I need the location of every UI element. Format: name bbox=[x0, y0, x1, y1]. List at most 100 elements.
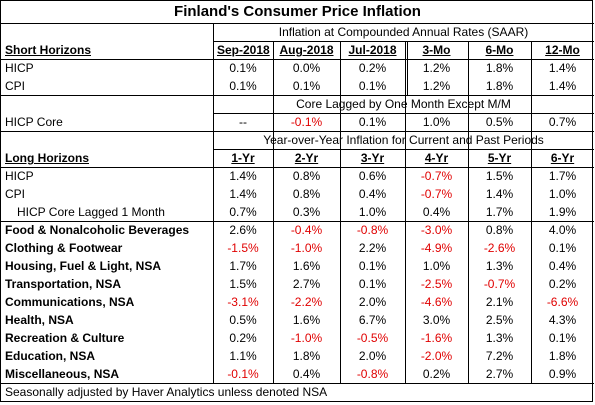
cell: 0.4% bbox=[292, 367, 321, 381]
cell: 0.4% bbox=[422, 205, 451, 219]
column-header: 6-Mo bbox=[485, 43, 514, 57]
cell: 2.6% bbox=[229, 223, 257, 237]
cell: 1.6% bbox=[292, 313, 321, 327]
cell: 1.7% bbox=[485, 205, 514, 219]
row-label: HICP Core bbox=[5, 115, 63, 129]
row-label: Health, NSA bbox=[5, 313, 74, 327]
row-border bbox=[1, 23, 594, 24]
cell: 1.1% bbox=[229, 349, 257, 363]
row-label: Miscellaneous, NSA bbox=[5, 367, 120, 381]
cell: -0.8% bbox=[356, 223, 389, 237]
cell: 2.5% bbox=[485, 313, 514, 327]
column-header: 1-Yr bbox=[231, 151, 255, 165]
cell: 1.5% bbox=[229, 277, 257, 291]
column-header: 12-Mo bbox=[545, 43, 580, 57]
section-heading: Short Horizons bbox=[5, 43, 91, 57]
row-border bbox=[213, 113, 594, 114]
cell: -2.5% bbox=[420, 277, 453, 291]
cell: 0.4% bbox=[548, 259, 577, 273]
cell: 1.8% bbox=[485, 79, 514, 93]
row-border bbox=[1, 383, 594, 384]
section-subtitle: Year-over-Year Inflation for Current and… bbox=[263, 133, 544, 147]
row-border bbox=[213, 149, 594, 150]
cell: -0.7% bbox=[483, 277, 516, 291]
cell: 4.3% bbox=[548, 313, 577, 327]
cell: 0.1% bbox=[548, 331, 577, 345]
column-border bbox=[340, 41, 341, 383]
row-border bbox=[1, 131, 594, 132]
core-note: Core Lagged by One Month Except M/M bbox=[296, 97, 511, 111]
cell: 0.8% bbox=[292, 187, 321, 201]
column-header: 4-Yr bbox=[424, 151, 449, 165]
cell: 0.8% bbox=[292, 169, 321, 183]
cell: 0.5% bbox=[485, 115, 514, 129]
cell: -2.6% bbox=[483, 241, 516, 255]
cell: 6.7% bbox=[358, 313, 387, 327]
cell: -0.4% bbox=[290, 223, 323, 237]
cell: 2.2% bbox=[358, 241, 387, 255]
cell: 0.2% bbox=[358, 61, 387, 75]
row-border bbox=[1, 167, 594, 168]
row-label: Clothing & Footwear bbox=[5, 241, 123, 255]
footer-note: Seasonally adjusted by Haver Analytics u… bbox=[5, 385, 328, 399]
row-border bbox=[213, 41, 594, 42]
cell: -1.0% bbox=[290, 331, 323, 345]
cell: 0.1% bbox=[358, 277, 387, 291]
row-label: HICP bbox=[5, 61, 34, 75]
cell: -0.1% bbox=[227, 367, 259, 381]
cell: -3.0% bbox=[420, 223, 453, 237]
cell: 0.1% bbox=[229, 79, 257, 93]
row-label: Housing, Fuel & Light, NSA bbox=[5, 259, 161, 273]
cell: 1.8% bbox=[548, 349, 577, 363]
cell: 1.8% bbox=[485, 61, 514, 75]
cell: 3.0% bbox=[422, 313, 451, 327]
cell: 1.0% bbox=[422, 115, 451, 129]
cell: -4.9% bbox=[420, 241, 453, 255]
cell: 4.0% bbox=[548, 223, 577, 237]
cell: 7.2% bbox=[485, 349, 514, 363]
title: Finland's Consumer Price Inflation bbox=[174, 3, 421, 20]
cell: 1.0% bbox=[548, 187, 577, 201]
cell: 0.1% bbox=[358, 79, 387, 93]
cell: 1.0% bbox=[358, 205, 387, 219]
cell: 1.0% bbox=[422, 259, 451, 273]
cell: 1.9% bbox=[548, 205, 577, 219]
cell: 0.4% bbox=[358, 187, 387, 201]
row-label: Transportation, NSA bbox=[5, 277, 122, 291]
row-border bbox=[1, 221, 594, 222]
cell: -0.7% bbox=[420, 187, 453, 201]
column-border bbox=[468, 41, 469, 383]
cell: 0.5% bbox=[229, 313, 257, 327]
column-header: 3-Yr bbox=[360, 151, 385, 165]
cell: 2.1% bbox=[485, 295, 514, 309]
row-label: Recreation & Culture bbox=[5, 331, 125, 345]
cell: 0.2% bbox=[422, 367, 451, 381]
section-heading: Long Horizons bbox=[5, 151, 89, 165]
cell: -2.2% bbox=[290, 295, 323, 309]
cell: 2.0% bbox=[358, 295, 387, 309]
cell: 2.0% bbox=[358, 349, 387, 363]
cell: -2.0% bbox=[420, 349, 453, 363]
section-subtitle: Inflation at Compounded Annual Rates (SA… bbox=[278, 25, 529, 39]
row-label: Communications, NSA bbox=[5, 295, 135, 309]
cell: 0.8% bbox=[485, 223, 514, 237]
column-header: 2-Yr bbox=[294, 151, 319, 165]
cell: 1.7% bbox=[548, 169, 577, 183]
cell: 1.4% bbox=[229, 169, 257, 183]
row-label: HICP bbox=[5, 169, 34, 183]
cell: -- bbox=[239, 115, 247, 129]
cell: 2.7% bbox=[292, 277, 321, 291]
cell: 1.4% bbox=[548, 79, 577, 93]
cell: -0.7% bbox=[420, 169, 453, 183]
row-label: CPI bbox=[5, 187, 26, 201]
cell: -1.6% bbox=[420, 331, 453, 345]
cell: 0.1% bbox=[229, 61, 257, 75]
column-header: Aug-2018 bbox=[279, 43, 334, 57]
cell: -0.8% bbox=[356, 367, 389, 381]
cell: 0.1% bbox=[358, 259, 387, 273]
row-label: CPI bbox=[5, 79, 26, 93]
cell: 0.9% bbox=[548, 367, 577, 381]
column-header: 5-Yr bbox=[487, 151, 512, 165]
cell: -1.5% bbox=[227, 241, 259, 255]
